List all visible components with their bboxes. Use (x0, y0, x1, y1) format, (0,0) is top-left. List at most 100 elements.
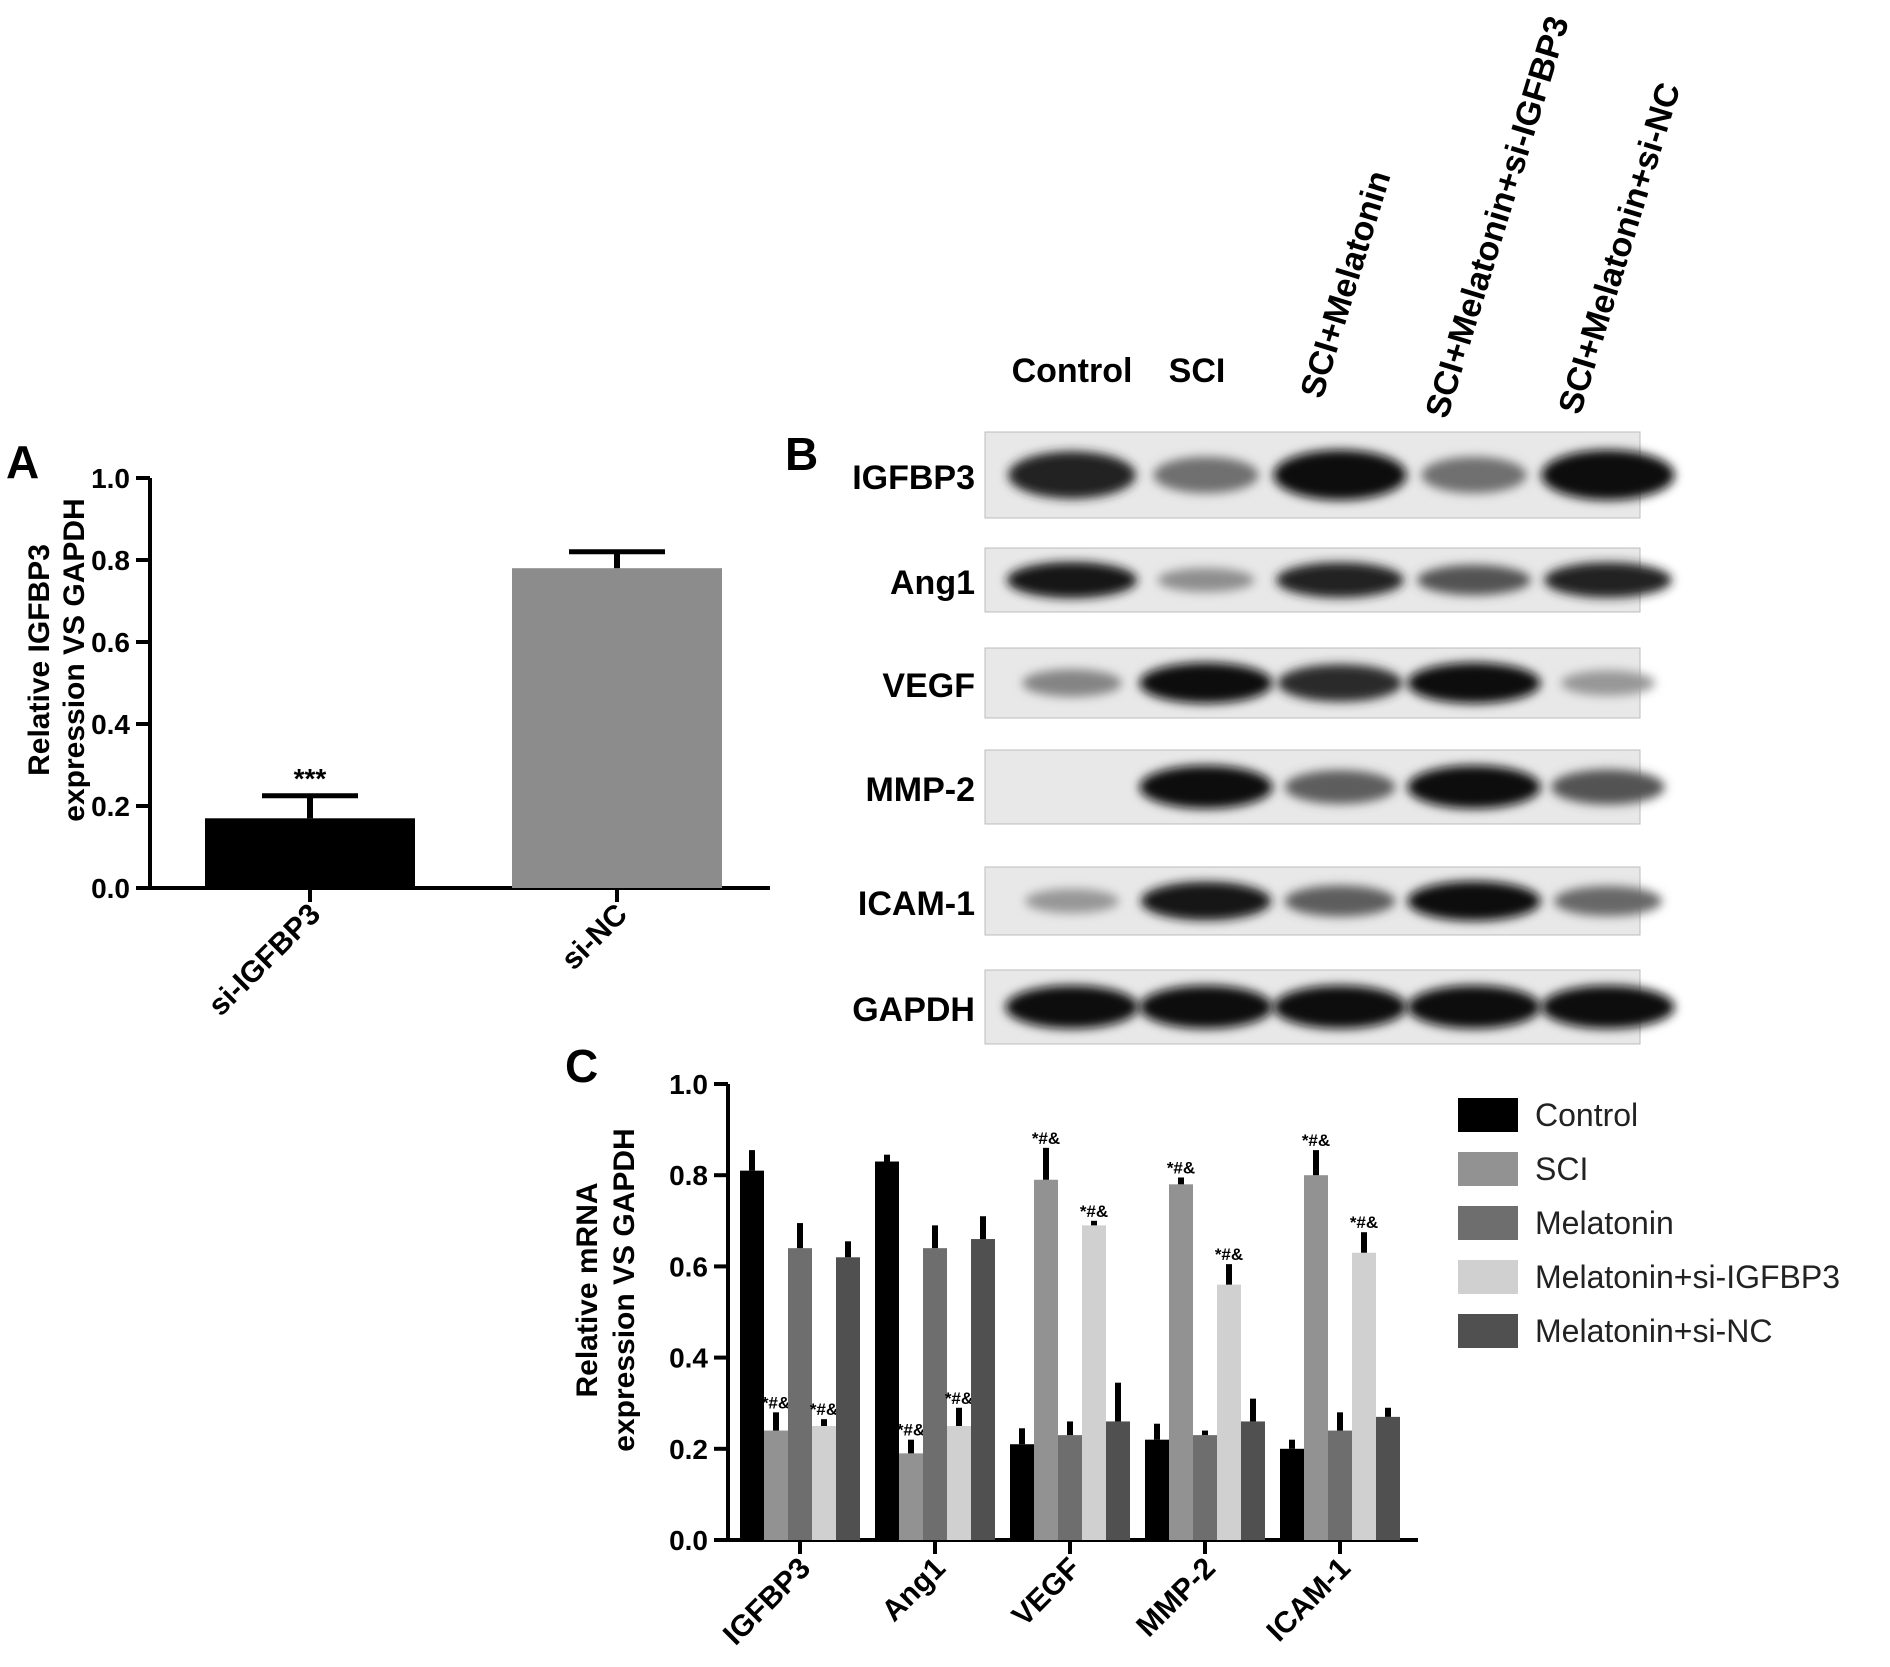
panel-c-y-tick-label: 1.0 (669, 1069, 708, 1100)
panel-c-error-bar (956, 1407, 962, 1426)
panel-c-bar-chart: Relative mRNA expression VS GAPDH 0.0 0.2… (571, 1069, 1418, 1652)
panel-c-bar (1010, 1444, 1034, 1540)
legend-swatch (1458, 1098, 1518, 1132)
panel-a-ylabel-line-2: expression VS GAPDH (58, 498, 91, 821)
blot-row-label: MMP-2 (865, 771, 975, 809)
panel-a-y-tick-label: 0.4 (91, 709, 130, 740)
blot-row-label: VEGF (882, 667, 975, 705)
panel-c-significance: *#& (1215, 1245, 1243, 1264)
blot-band (1273, 449, 1407, 501)
panel-c-significance: *#& (1167, 1158, 1195, 1177)
legend-label: Melatonin+si-IGFBP3 (1535, 1259, 1840, 1295)
panel-a-letter: A (6, 436, 39, 488)
panel-b-western-blot: Control SCI SCI+Melatonin SCI+Melatonin+si-… (852, 12, 1688, 1045)
panel-c-error-bar (1361, 1232, 1367, 1253)
panel-c-bar (947, 1426, 971, 1540)
panel-c-y-tick-label: 0.0 (669, 1525, 708, 1556)
legend-label: SCI (1535, 1151, 1588, 1187)
panel-c-error-bar (749, 1150, 755, 1171)
blot-band (1025, 888, 1119, 914)
blot-band (1417, 564, 1531, 596)
panel-c-error-bar (1385, 1407, 1391, 1417)
panel-c-ylabel-line-1: Relative mRNA (571, 1182, 604, 1397)
panel-c-bar (1082, 1225, 1106, 1540)
panel-c-bar (1058, 1435, 1082, 1540)
panel-c-y-tick-label: 0.4 (669, 1343, 708, 1374)
panel-c-bar (899, 1453, 923, 1540)
panel-a-y-tick-label: 0.8 (91, 545, 130, 576)
panel-c-error-bar (1178, 1177, 1184, 1185)
blot-band (1407, 765, 1541, 809)
panel-c-category-label: Ang1 (876, 1552, 952, 1628)
blot-band (1284, 885, 1396, 917)
panel-c-category-label: IGFBP3 (717, 1552, 817, 1652)
blot-band (1541, 449, 1675, 501)
panel-a-y-tick-label: 1.0 (91, 463, 130, 494)
blot-band (1276, 562, 1404, 598)
panel-c-significance: *#& (945, 1389, 973, 1408)
blot-band (1157, 567, 1255, 593)
panel-a-ylabel-line-1: Relative IGFBP3 (23, 544, 56, 776)
panel-c-bar (1145, 1439, 1169, 1540)
panel-c-bar (1106, 1421, 1130, 1540)
blot-band (1554, 886, 1662, 916)
blot-band (1551, 769, 1665, 805)
panel-c-bar (788, 1248, 812, 1540)
blot-band (1139, 765, 1273, 809)
blot-row-label: IGFBP3 (852, 459, 975, 497)
panel-c-bar (1376, 1416, 1400, 1540)
panel-c-error-bar (884, 1154, 890, 1162)
panel-c-category-label: ICAM-1 (1261, 1552, 1357, 1648)
blot-band (1407, 662, 1541, 704)
panel-c-category-label: MMP-2 (1130, 1552, 1222, 1644)
blot-lane-label: SCI+Melatonin+si-NC (1551, 78, 1688, 418)
panel-c-significance: *#& (762, 1393, 790, 1412)
panel-c-legend: Control SCI Melatonin Melatonin+si-IGFBP3 Me… (1458, 1097, 1840, 1349)
blot-band (1139, 985, 1273, 1029)
blot-band (1153, 456, 1259, 494)
panel-c-error-bar (1250, 1398, 1256, 1422)
panel-c-category-label: VEGF (1006, 1552, 1087, 1633)
panel-c-error-bar (797, 1223, 803, 1249)
panel-c-bar (1169, 1184, 1193, 1540)
legend-label: Melatonin+si-NC (1535, 1313, 1772, 1349)
panel-c-bar (1280, 1448, 1304, 1540)
panel-c-y-tick-label: 0.6 (669, 1251, 708, 1282)
blot-band (1407, 881, 1541, 921)
panel-c-error-bar (980, 1216, 986, 1240)
panel-c-error-bar (1091, 1220, 1097, 1226)
blot-band (1421, 456, 1527, 494)
blot-row-label: ICAM-1 (858, 885, 975, 923)
panel-c-bar (764, 1430, 788, 1540)
panel-c-bar (1328, 1430, 1352, 1540)
panel-c-bar (1217, 1284, 1241, 1540)
panel-a-bar (205, 818, 415, 888)
panel-c-error-bar (821, 1419, 827, 1426)
panel-c-significance: *#& (810, 1400, 838, 1419)
legend-swatch (1458, 1260, 1518, 1294)
panel-c-letter: C (565, 1040, 598, 1092)
panel-c-bar (836, 1257, 860, 1540)
panel-c-y-tick-label: 0.2 (669, 1434, 708, 1465)
panel-b-letter: B (785, 428, 818, 480)
panel-c-bar (1193, 1435, 1217, 1540)
panel-c-error-bar (1337, 1412, 1343, 1431)
panel-c-error-bar (932, 1225, 938, 1249)
legend-label: Control (1535, 1097, 1638, 1133)
panel-c-error-bar (1019, 1428, 1025, 1445)
panel-a-bar-chart: Relative IGFBP3 expression VS GAPDH 0.0 0… (23, 463, 770, 1022)
blot-band (1140, 881, 1272, 921)
panel-c-y-tick-label: 0.8 (669, 1160, 708, 1191)
blot-row-label: Ang1 (890, 564, 975, 602)
blot-band (1561, 670, 1655, 696)
panel-c-significance: *#& (1350, 1213, 1378, 1232)
blot-row-label: GAPDH (852, 991, 975, 1029)
blot-band (1544, 562, 1672, 598)
panel-c-error-bar (1067, 1421, 1073, 1436)
panel-a-significance: *** (294, 763, 327, 794)
panel-c-significance: *#& (897, 1421, 925, 1440)
blot-band (1277, 664, 1403, 702)
legend-label: Melatonin (1535, 1205, 1674, 1241)
legend-swatch (1458, 1314, 1518, 1348)
